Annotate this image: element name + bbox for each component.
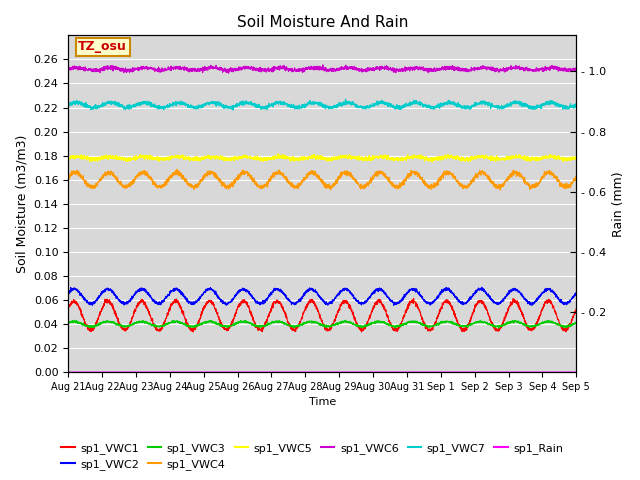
Title: Soil Moisture And Rain: Soil Moisture And Rain [237, 15, 408, 30]
Text: TZ_osu: TZ_osu [78, 40, 127, 53]
Legend: sp1_VWC1, sp1_VWC2, sp1_VWC3, sp1_VWC4, sp1_VWC5, sp1_VWC6, sp1_VWC7, sp1_Rain: sp1_VWC1, sp1_VWC2, sp1_VWC3, sp1_VWC4, … [57, 438, 568, 474]
Y-axis label: Rain (mm): Rain (mm) [612, 171, 625, 237]
X-axis label: Time: Time [308, 397, 336, 408]
Y-axis label: Soil Moisture (m3/m3): Soil Moisture (m3/m3) [15, 134, 28, 273]
